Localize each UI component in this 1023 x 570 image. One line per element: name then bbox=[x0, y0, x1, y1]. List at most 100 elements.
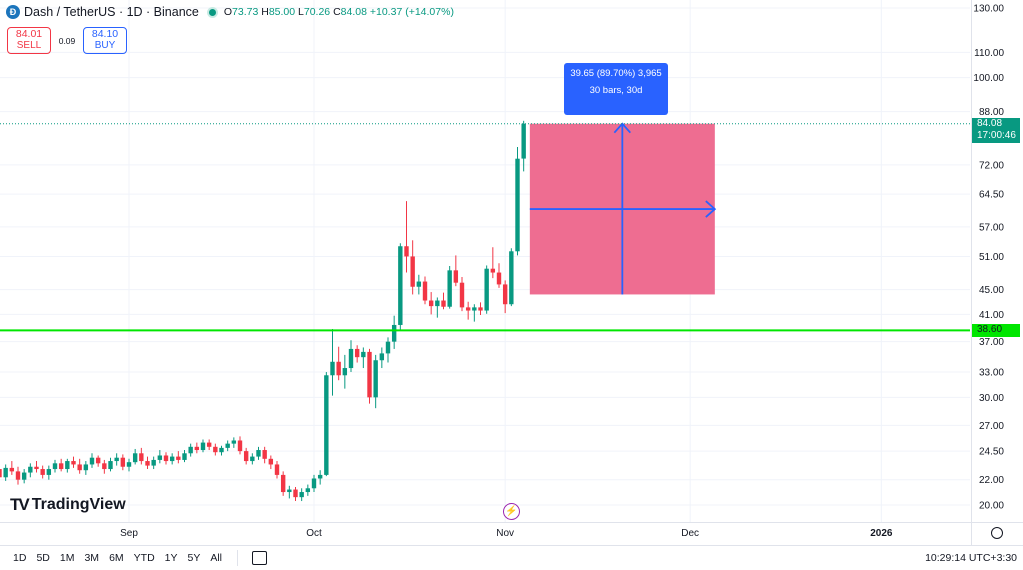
candle-body bbox=[52, 463, 58, 470]
measure-line-2: 30 bars, 30d bbox=[589, 85, 643, 96]
symbol-header: Đ Dash / TetherUS · 1D · Binance O73.73 … bbox=[6, 5, 454, 19]
x-tick-label: Oct bbox=[306, 528, 322, 539]
candle-body bbox=[256, 450, 261, 457]
candle-body bbox=[102, 463, 107, 470]
range-ytd[interactable]: YTD bbox=[133, 552, 155, 564]
candle bbox=[367, 348, 372, 404]
y-tick-label: 72.00 bbox=[979, 160, 1004, 171]
candle-body bbox=[176, 456, 181, 460]
candle-body bbox=[182, 453, 187, 460]
candle bbox=[472, 304, 477, 322]
candle-body bbox=[28, 466, 33, 473]
candle-body bbox=[490, 268, 496, 273]
candle bbox=[169, 453, 175, 465]
dash-coin-icon: Đ bbox=[6, 5, 20, 19]
candle bbox=[139, 447, 144, 465]
candle-body bbox=[21, 472, 27, 480]
spread-value: 0.09 bbox=[58, 35, 76, 46]
countdown-value: 17:00:46 bbox=[977, 130, 1016, 141]
candle-body bbox=[46, 469, 52, 475]
measure-line-1: 39.65 (89.70%) 3,965 bbox=[570, 68, 662, 79]
candle bbox=[280, 471, 286, 496]
range-1d[interactable]: 1D bbox=[13, 552, 27, 564]
candle-body bbox=[237, 440, 243, 452]
range-5y[interactable]: 5Y bbox=[187, 552, 201, 564]
candle bbox=[521, 120, 526, 172]
candle-body bbox=[293, 489, 298, 498]
sell-button[interactable]: 84.01 SELL bbox=[7, 27, 51, 54]
sell-price: 84.01 bbox=[15, 28, 43, 40]
candle bbox=[305, 484, 311, 496]
tradingview-logo[interactable]: TV TradingView bbox=[10, 495, 126, 515]
candle bbox=[515, 147, 520, 256]
measure-right-arrowhead bbox=[705, 200, 717, 218]
chart-canvas[interactable]: 130.00 110.00 100.00 88.00 72.00 64.50 57.00 51… bbox=[0, 0, 1023, 545]
candle bbox=[509, 248, 514, 307]
x-tick-label: Dec bbox=[681, 528, 699, 539]
last-price-tag: 84.08 17:00:46 bbox=[972, 118, 1020, 143]
candle-body bbox=[58, 463, 64, 470]
range-6m[interactable]: 6M bbox=[109, 552, 124, 564]
candle-body bbox=[324, 375, 329, 475]
buy-price: 84.10 bbox=[91, 28, 119, 40]
range-3m[interactable]: 3M bbox=[84, 552, 100, 564]
candle-body bbox=[305, 488, 311, 493]
candle-body bbox=[441, 300, 446, 307]
y-tick-label: 24.50 bbox=[979, 447, 1004, 458]
symbol-title[interactable]: Dash / TetherUS · 1D · Binance bbox=[24, 5, 199, 19]
candle bbox=[324, 372, 329, 477]
candle-body bbox=[83, 464, 89, 471]
measure-tool bbox=[529, 122, 717, 295]
measure-tooltip: 39.65 (89.70%) 3,965 30 bars, 30d bbox=[564, 63, 668, 115]
buy-button[interactable]: 84.10 BUY bbox=[83, 27, 127, 54]
range-all[interactable]: All bbox=[210, 552, 223, 564]
candle-body bbox=[478, 307, 483, 311]
candle-body bbox=[114, 457, 119, 462]
candle bbox=[268, 455, 274, 470]
candle bbox=[34, 461, 39, 473]
candle bbox=[330, 329, 335, 396]
range-5d[interactable]: 5D bbox=[36, 552, 50, 564]
candle bbox=[194, 442, 200, 454]
range-1y[interactable]: 1Y bbox=[164, 552, 178, 564]
candle-body bbox=[453, 270, 459, 283]
candle bbox=[237, 436, 243, 455]
candle-body bbox=[34, 466, 39, 470]
candle-body bbox=[515, 158, 520, 252]
gear-icon[interactable] bbox=[991, 527, 1003, 539]
candle-body bbox=[120, 457, 126, 467]
candle bbox=[3, 464, 8, 481]
candle-body bbox=[502, 284, 508, 305]
candle-body bbox=[250, 456, 255, 462]
y-tick-label: 41.00 bbox=[979, 310, 1004, 321]
price-axis: 130.00 110.00 100.00 88.00 72.00 64.50 57.00 51… bbox=[973, 4, 1004, 512]
time-axis: Sep Oct Nov Dec 2026 bbox=[120, 528, 893, 539]
candle-body bbox=[15, 471, 21, 480]
candle-body bbox=[354, 348, 360, 358]
sell-label: SELL bbox=[16, 40, 42, 51]
candle-body bbox=[71, 461, 76, 465]
candle bbox=[145, 456, 150, 470]
candle bbox=[404, 201, 409, 273]
candle-body bbox=[404, 246, 409, 257]
y-tick-label: 110.00 bbox=[974, 48, 1004, 59]
candle bbox=[157, 450, 163, 464]
close-label: C bbox=[333, 6, 341, 18]
candle bbox=[416, 274, 422, 295]
candle bbox=[182, 450, 187, 463]
tradingview-brand: TradingView bbox=[31, 496, 126, 513]
candle-body bbox=[169, 456, 175, 462]
candle-body bbox=[274, 464, 280, 475]
candle-body bbox=[225, 443, 230, 448]
y-tick-label: 64.50 bbox=[979, 190, 1004, 201]
utc-clock[interactable]: 10:29:14 UTC+3:30 bbox=[925, 552, 1017, 564]
range-1m[interactable]: 1M bbox=[59, 552, 75, 564]
event-marker-icon[interactable]: ⚡ bbox=[503, 503, 520, 520]
calendar-icon[interactable] bbox=[252, 551, 268, 565]
measure-up-arrowhead bbox=[613, 122, 632, 134]
candle bbox=[126, 458, 132, 472]
candle-body bbox=[435, 300, 440, 307]
change-value: +10.37 (+14.07%) bbox=[369, 6, 454, 18]
candle-body bbox=[163, 455, 169, 462]
candle-body bbox=[243, 451, 249, 462]
